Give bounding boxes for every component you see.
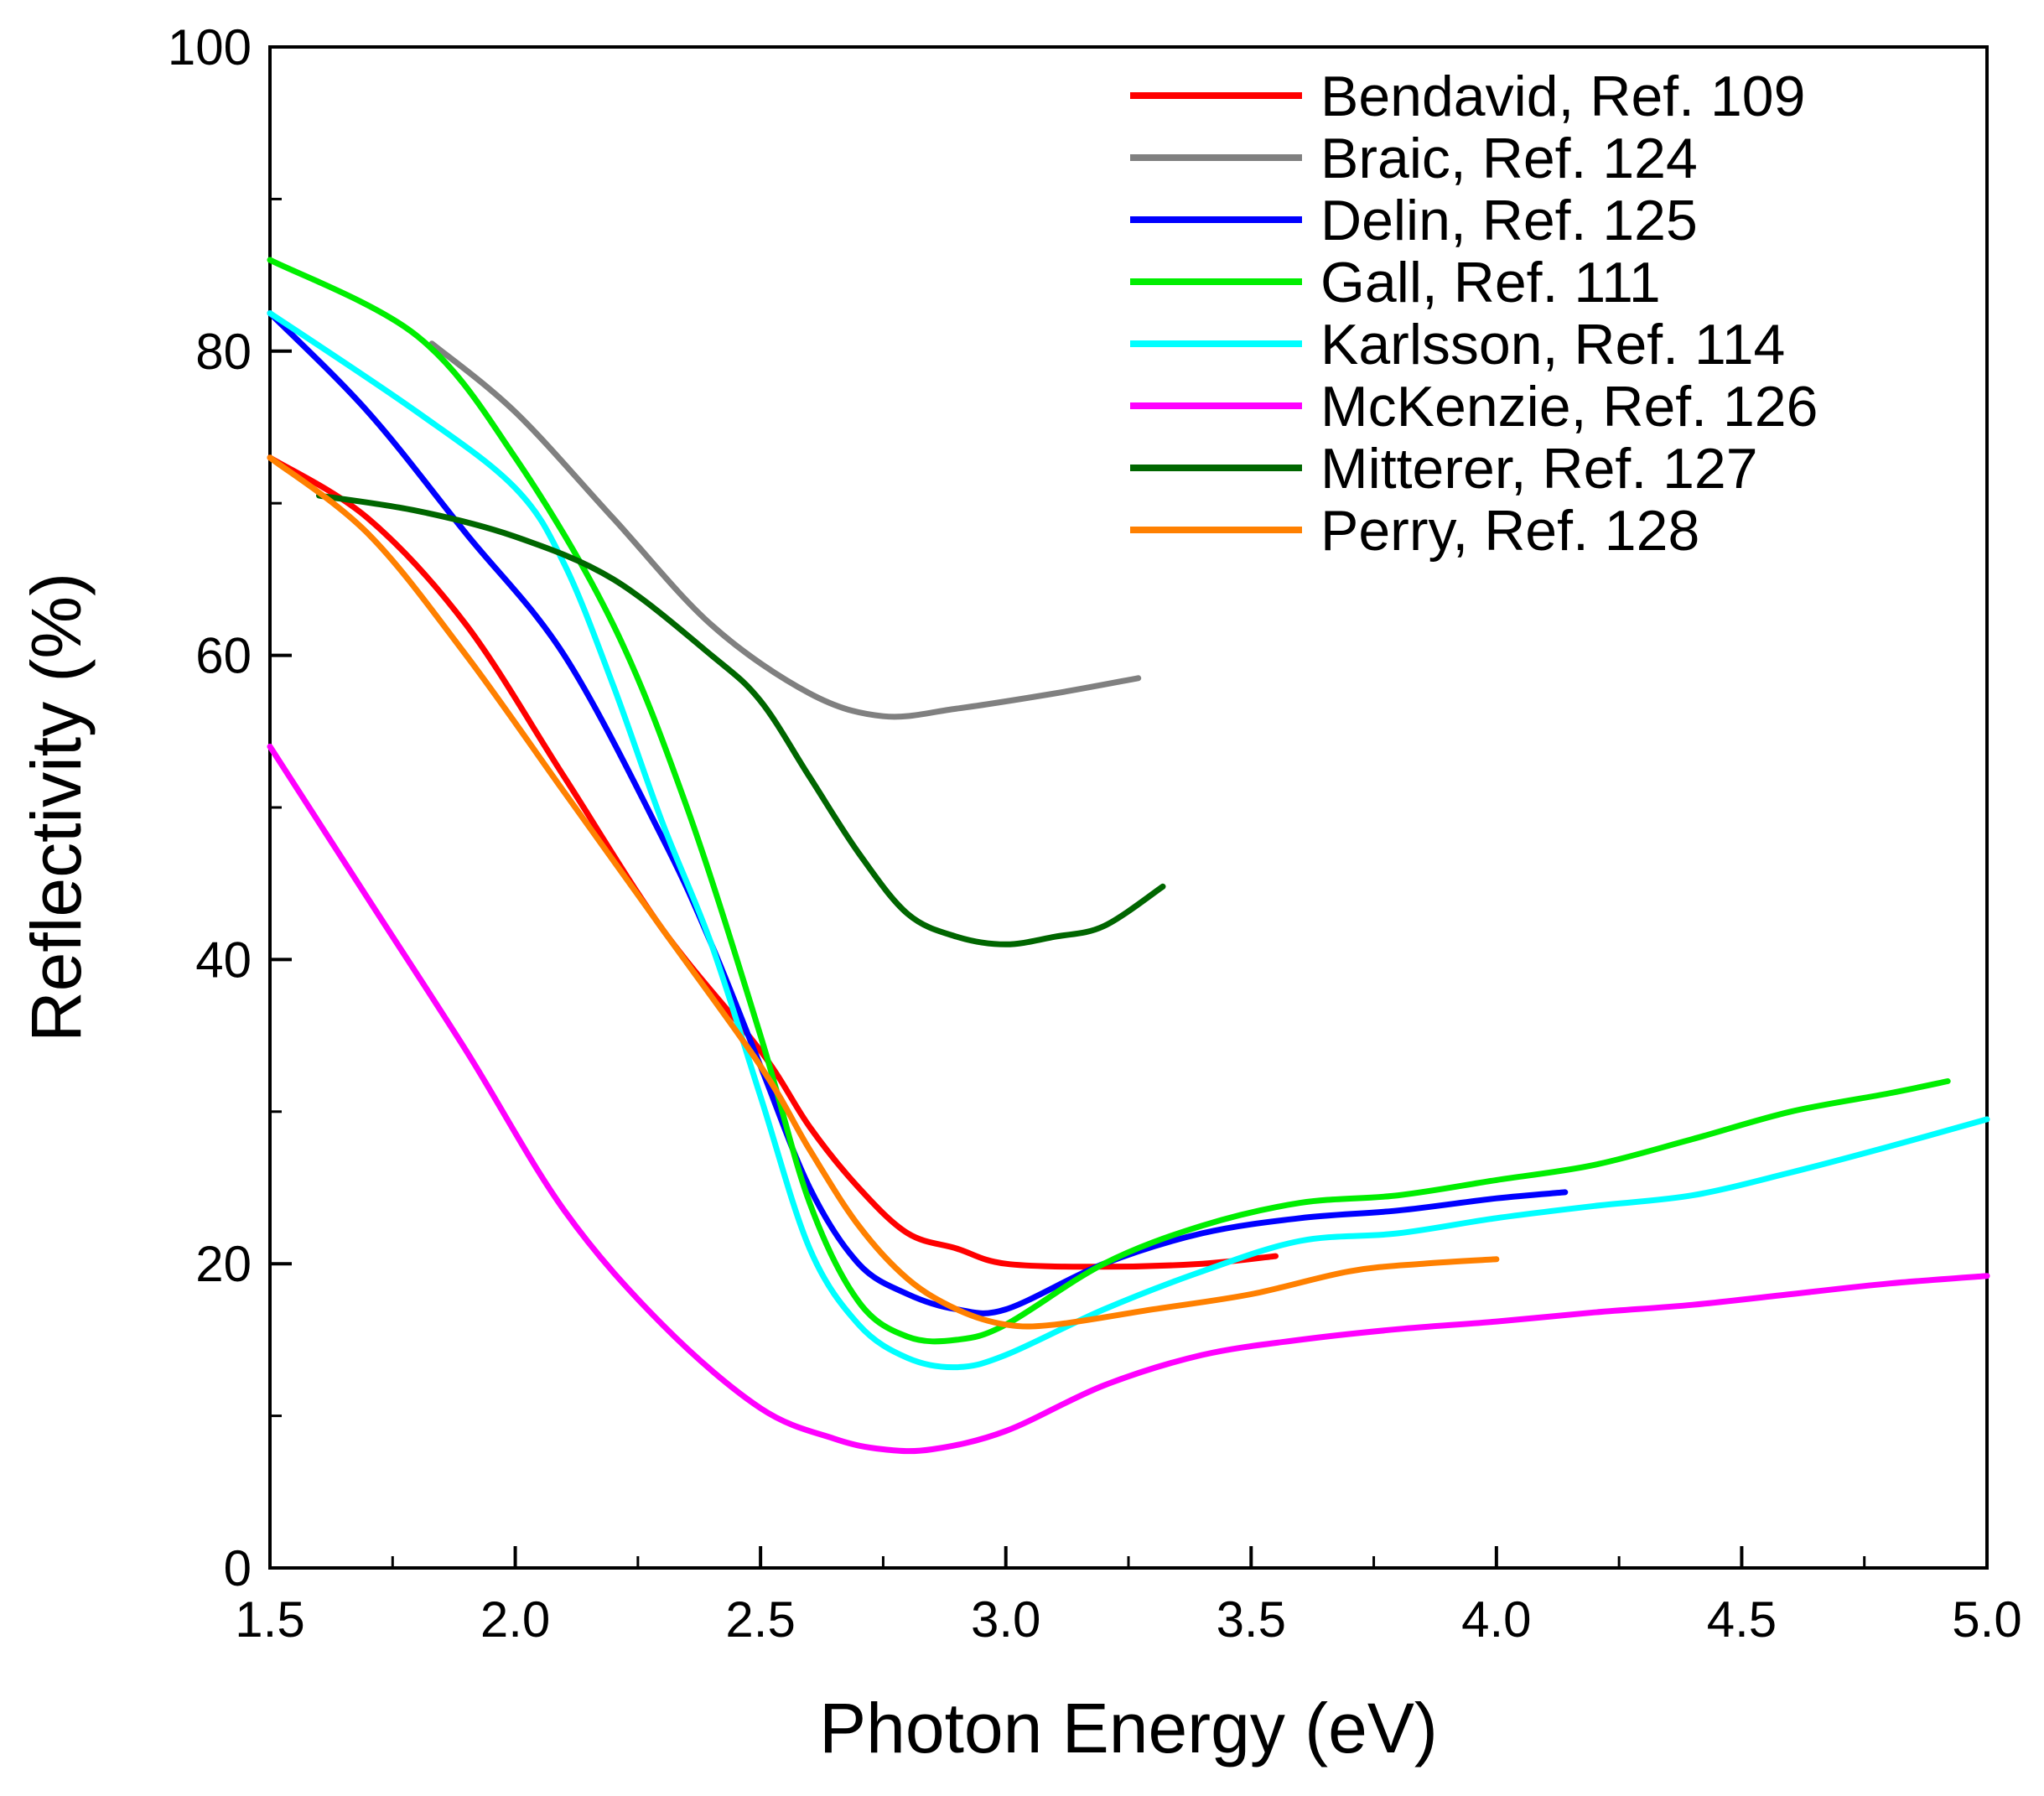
x-tick-label: 4.5 <box>1707 1591 1777 1648</box>
legend-label-mitterer: Mitterer, Ref. 127 <box>1320 437 1758 501</box>
x-tick-label: 2.0 <box>480 1591 550 1648</box>
y-tick-label: 40 <box>195 932 252 988</box>
legend-label-delin: Delin, Ref. 125 <box>1320 189 1698 252</box>
x-tick-label: 3.5 <box>1217 1591 1286 1648</box>
legend-label-gall: Gall, Ref. 111 <box>1320 251 1661 314</box>
x-tick-label: 4.0 <box>1461 1591 1531 1648</box>
series-lines <box>267 257 1990 1455</box>
y-tick-label: 80 <box>195 324 252 380</box>
x-axis-label: Photon Energy (eV) <box>819 1689 1438 1767</box>
series-line-karlsson <box>267 310 1990 1371</box>
legend-label-braic: Braic, Ref. 124 <box>1320 127 1698 190</box>
series-line-mckenzie <box>267 743 1990 1455</box>
series-line-gall <box>267 257 1951 1345</box>
series-line-bendavid <box>267 454 1279 1270</box>
y-axis-ticks: 0 20 40 60 80 100 <box>168 19 292 1596</box>
series-line-perry <box>267 454 1500 1330</box>
x-tick-label: 1.5 <box>235 1591 304 1648</box>
x-axis-ticks: 1.5 2.0 2.5 3.0 3.5 4.0 4.5 5.0 <box>235 1546 2022 1648</box>
x-tick-label: 2.5 <box>725 1591 795 1648</box>
plot-frame <box>268 45 1989 1570</box>
series-line-braic <box>428 340 1142 720</box>
legend-label-mckenzie: McKenzie, Ref. 126 <box>1320 375 1818 439</box>
x-tick-label: 5.0 <box>1952 1591 2021 1648</box>
y-tick-label: 0 <box>224 1540 252 1596</box>
y-tick-label: 20 <box>195 1236 252 1292</box>
series-line-delin <box>267 310 1569 1316</box>
y-tick-label: 100 <box>168 19 252 75</box>
series-line-mitterer <box>316 492 1166 947</box>
axes <box>268 45 1989 1570</box>
legend-label-bendavid: Bendavid, Ref. 109 <box>1320 65 1805 128</box>
x-tick-label: 3.0 <box>971 1591 1040 1648</box>
legend-label-karlsson: Karlsson, Ref. 114 <box>1320 313 1785 376</box>
y-axis-label: Reflectivity (%) <box>17 573 96 1042</box>
legend-label-perry: Perry, Ref. 128 <box>1320 499 1699 563</box>
y-tick-label: 60 <box>195 628 252 684</box>
